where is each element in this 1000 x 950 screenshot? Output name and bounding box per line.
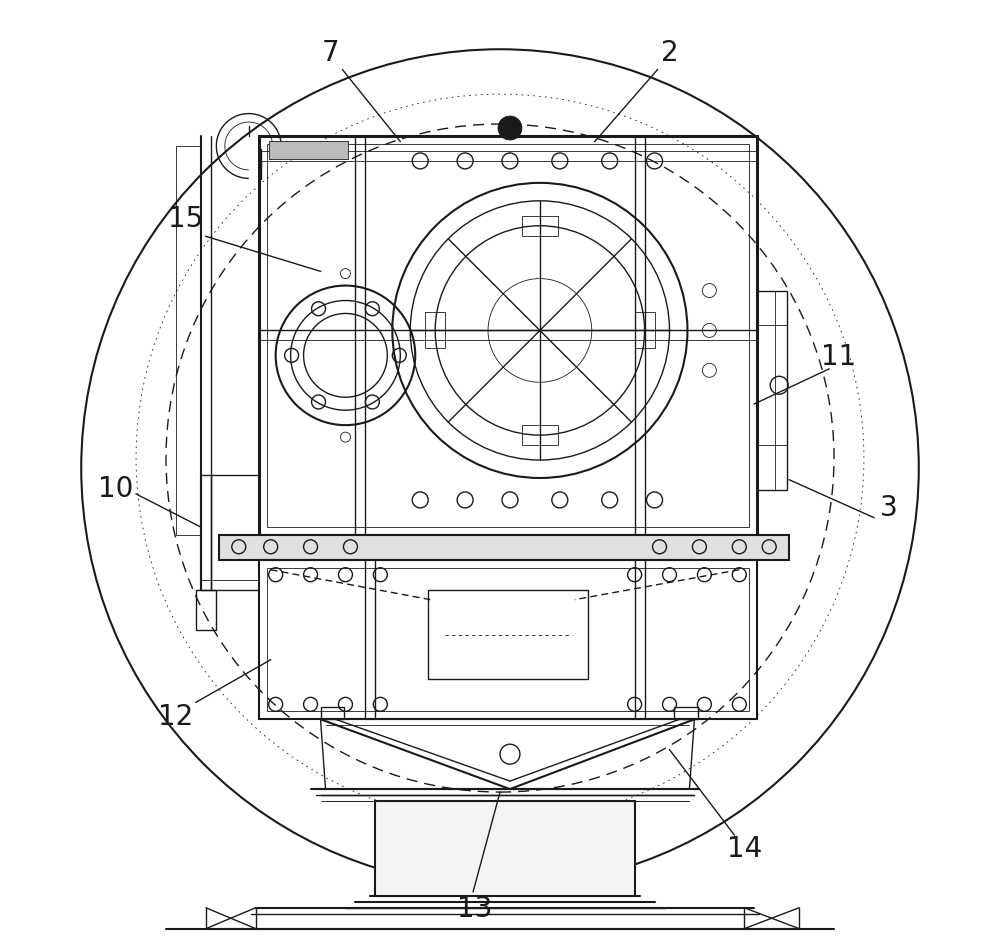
Text: 14: 14 bbox=[727, 835, 762, 864]
Text: 2: 2 bbox=[661, 40, 678, 67]
Bar bbox=[219, 535, 789, 560]
Bar bbox=[674, 708, 698, 719]
Bar bbox=[267, 144, 749, 527]
Text: 11: 11 bbox=[821, 343, 857, 370]
Text: 12: 12 bbox=[158, 703, 194, 731]
Text: 10: 10 bbox=[98, 475, 134, 504]
Bar bbox=[321, 708, 344, 719]
Bar bbox=[522, 426, 558, 446]
Bar bbox=[176, 146, 201, 535]
Bar bbox=[259, 560, 757, 719]
Bar bbox=[269, 141, 348, 159]
Bar bbox=[375, 801, 635, 896]
Bar bbox=[522, 216, 558, 236]
Bar bbox=[635, 313, 655, 349]
Text: 3: 3 bbox=[880, 494, 898, 522]
Text: 13: 13 bbox=[457, 895, 493, 922]
Bar bbox=[757, 291, 775, 490]
Text: 15: 15 bbox=[168, 205, 204, 234]
Bar bbox=[757, 291, 787, 490]
Bar bbox=[428, 590, 588, 679]
Bar bbox=[267, 568, 749, 712]
Bar bbox=[425, 313, 445, 349]
Bar bbox=[196, 590, 216, 630]
Bar bbox=[259, 136, 757, 535]
Circle shape bbox=[498, 116, 522, 140]
Text: 7: 7 bbox=[322, 40, 339, 67]
